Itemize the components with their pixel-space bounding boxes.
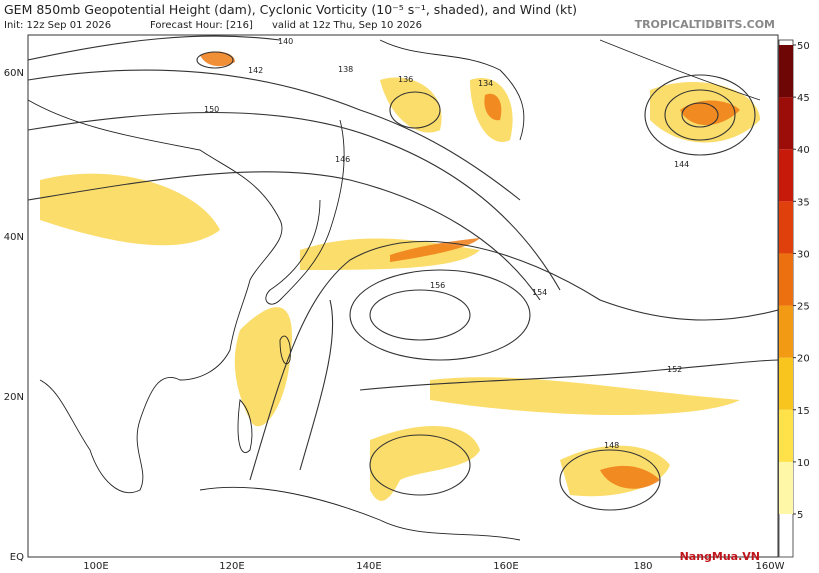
contour-label: 142 xyxy=(248,66,263,75)
valid-time: valid at 12z Thu, Sep 10 2026 xyxy=(272,20,422,31)
colorbar-bin xyxy=(779,357,793,410)
colorbar-label: 45 xyxy=(797,93,810,104)
vorticity-shading xyxy=(40,51,760,501)
lon-label: 180 xyxy=(633,561,652,572)
contour-label: 154 xyxy=(532,288,547,297)
lon-label: 120E xyxy=(219,561,244,572)
contour-label: 144 xyxy=(674,160,689,169)
lon-label: 160W xyxy=(756,561,785,572)
contour-label: 136 xyxy=(398,75,413,84)
contour-label: 138 xyxy=(338,65,353,74)
lat-label: 20N xyxy=(4,392,24,403)
colorbar-label: 20 xyxy=(797,354,810,365)
contour-label: 134 xyxy=(478,79,493,88)
forecast-hour: Forecast Hour: [216] xyxy=(150,20,253,31)
colorbar: 5 10 15 20 25 30 35 40 45 50 xyxy=(778,39,810,558)
contour-label: 146 xyxy=(335,155,350,164)
colorbar-bin xyxy=(779,45,793,98)
colorbar-label: 15 xyxy=(797,406,810,417)
colorbar-label: 30 xyxy=(797,249,810,260)
lat-label: 60N xyxy=(4,68,24,79)
lat-label: EQ xyxy=(10,552,24,563)
height-contours xyxy=(28,35,778,511)
coastlines xyxy=(28,39,761,541)
colorbar-bin xyxy=(779,201,793,254)
colorbar-bin xyxy=(779,253,793,306)
lon-label: 160E xyxy=(493,561,518,572)
colorbar-bin xyxy=(779,409,793,462)
colorbar-label: 50 xyxy=(797,41,810,52)
lon-label: 100E xyxy=(83,561,108,572)
colorbar-label: 10 xyxy=(797,458,810,469)
contour-label: 152 xyxy=(667,365,682,374)
colorbar-bin xyxy=(779,149,793,202)
colorbar-bin xyxy=(779,97,793,150)
colorbar-label: 5 xyxy=(797,510,803,521)
colorbar-bin xyxy=(779,461,793,514)
colorbar-label: 40 xyxy=(797,145,810,156)
source: TROPICALTIDBITS.COM xyxy=(635,18,775,31)
colorbar-label: 25 xyxy=(797,302,810,313)
contour-label: 140 xyxy=(278,37,293,46)
colorbar-bin xyxy=(779,305,793,358)
lat-label: 40N xyxy=(4,232,24,243)
title: GEM 850mb Geopotential Height (dam), Cyc… xyxy=(4,2,577,17)
contour-label: 156 xyxy=(430,281,445,290)
lon-label: 140E xyxy=(356,561,381,572)
contour-label: 148 xyxy=(604,441,619,450)
init: Init: 12z Sep 01 2026 xyxy=(4,20,111,31)
contour-label: 150 xyxy=(204,105,219,114)
map: 140 142 138 136 134 150 156 154 152 148 … xyxy=(4,34,785,572)
colorbar-label: 35 xyxy=(797,197,810,208)
watermark: NangMua.VN xyxy=(680,550,760,563)
